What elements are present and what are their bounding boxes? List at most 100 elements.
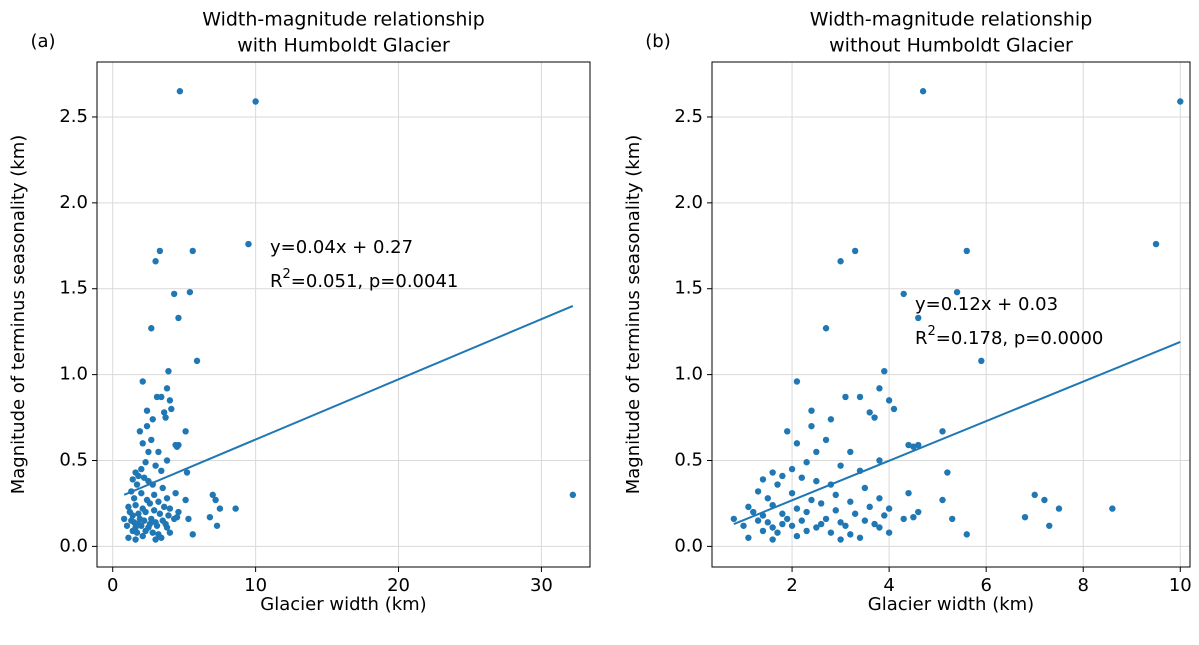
point xyxy=(160,409,168,416)
point xyxy=(153,393,161,401)
point xyxy=(963,247,970,255)
point xyxy=(837,258,844,265)
point xyxy=(159,484,166,492)
point xyxy=(150,507,158,514)
point xyxy=(209,491,216,499)
point xyxy=(186,288,194,296)
point xyxy=(148,515,155,523)
point xyxy=(871,520,878,528)
point xyxy=(764,495,772,502)
point xyxy=(252,98,259,105)
point xyxy=(827,529,835,536)
r2-base: R xyxy=(270,271,283,292)
x-tick-label: 8 xyxy=(1078,575,1089,596)
point xyxy=(808,422,815,430)
point xyxy=(189,531,196,538)
point xyxy=(212,496,219,504)
point xyxy=(170,290,178,298)
plot-frame xyxy=(711,61,1191,568)
point xyxy=(910,513,917,521)
plot-frame xyxy=(96,61,591,568)
equation: y=0.12x + 0.03 xyxy=(915,294,1058,315)
point xyxy=(774,481,781,488)
point xyxy=(140,517,148,524)
point xyxy=(827,416,835,423)
point xyxy=(779,520,786,528)
point xyxy=(915,508,922,516)
point xyxy=(183,469,191,476)
point xyxy=(876,457,883,464)
point xyxy=(978,357,985,365)
x-tick-label: 20 xyxy=(387,575,410,596)
point xyxy=(788,489,796,497)
point xyxy=(232,505,239,512)
point xyxy=(861,517,869,524)
point xyxy=(793,532,801,540)
r2-base: R xyxy=(915,328,928,349)
y-tick-label: 0.5 xyxy=(59,450,88,471)
y-axis-label: Magnitude of terminus seasonality (km) xyxy=(623,135,644,495)
point xyxy=(905,441,912,449)
point xyxy=(842,522,849,529)
point xyxy=(784,515,791,523)
point xyxy=(129,476,136,483)
point xyxy=(866,503,873,511)
y-tick-label: 2.0 xyxy=(674,192,703,213)
point xyxy=(754,488,762,495)
point xyxy=(185,515,192,523)
point xyxy=(168,405,175,413)
point xyxy=(160,503,168,511)
point xyxy=(740,522,747,529)
point xyxy=(803,459,810,466)
y-tick-label: 0.0 xyxy=(674,535,703,556)
point xyxy=(788,522,796,529)
point xyxy=(885,529,893,536)
point xyxy=(1046,522,1053,529)
point xyxy=(842,393,849,401)
r2-text: =0.178, p=0.0000 xyxy=(936,328,1104,349)
point xyxy=(813,524,820,531)
point xyxy=(813,477,820,485)
point xyxy=(915,441,922,449)
point xyxy=(172,441,179,449)
point xyxy=(155,498,162,505)
point xyxy=(759,527,767,535)
point xyxy=(793,440,801,447)
point xyxy=(172,489,179,497)
point xyxy=(856,534,864,541)
point xyxy=(146,520,154,528)
point xyxy=(1152,240,1160,248)
point xyxy=(148,325,155,332)
point xyxy=(152,462,159,469)
y-tick-label: 2.5 xyxy=(59,106,88,127)
point xyxy=(176,88,184,95)
r2-text: =0.051, p=0.0041 xyxy=(291,271,459,292)
x-tick-label: 4 xyxy=(883,575,894,596)
point xyxy=(158,467,165,475)
point xyxy=(963,531,970,538)
point xyxy=(1177,98,1184,105)
point xyxy=(890,405,898,413)
y-tick-label: 1.0 xyxy=(59,364,88,385)
point xyxy=(851,510,859,517)
point xyxy=(881,512,888,519)
r2-sup: 2 xyxy=(283,267,291,282)
point xyxy=(135,510,142,517)
point xyxy=(837,519,844,526)
point xyxy=(152,258,159,265)
point xyxy=(138,465,145,473)
point xyxy=(150,491,158,499)
point xyxy=(876,524,883,531)
point xyxy=(135,472,142,480)
point xyxy=(143,422,151,430)
point xyxy=(166,529,174,536)
r2-annotation: R2=0.051, p=0.0041 xyxy=(270,267,458,293)
fit-line xyxy=(123,304,574,496)
point xyxy=(788,465,796,473)
y-tick-label: 2.0 xyxy=(59,192,88,213)
point xyxy=(769,524,776,531)
r2-sup: 2 xyxy=(928,324,936,339)
point xyxy=(123,522,131,529)
y-tick-label: 1.5 xyxy=(59,278,88,299)
